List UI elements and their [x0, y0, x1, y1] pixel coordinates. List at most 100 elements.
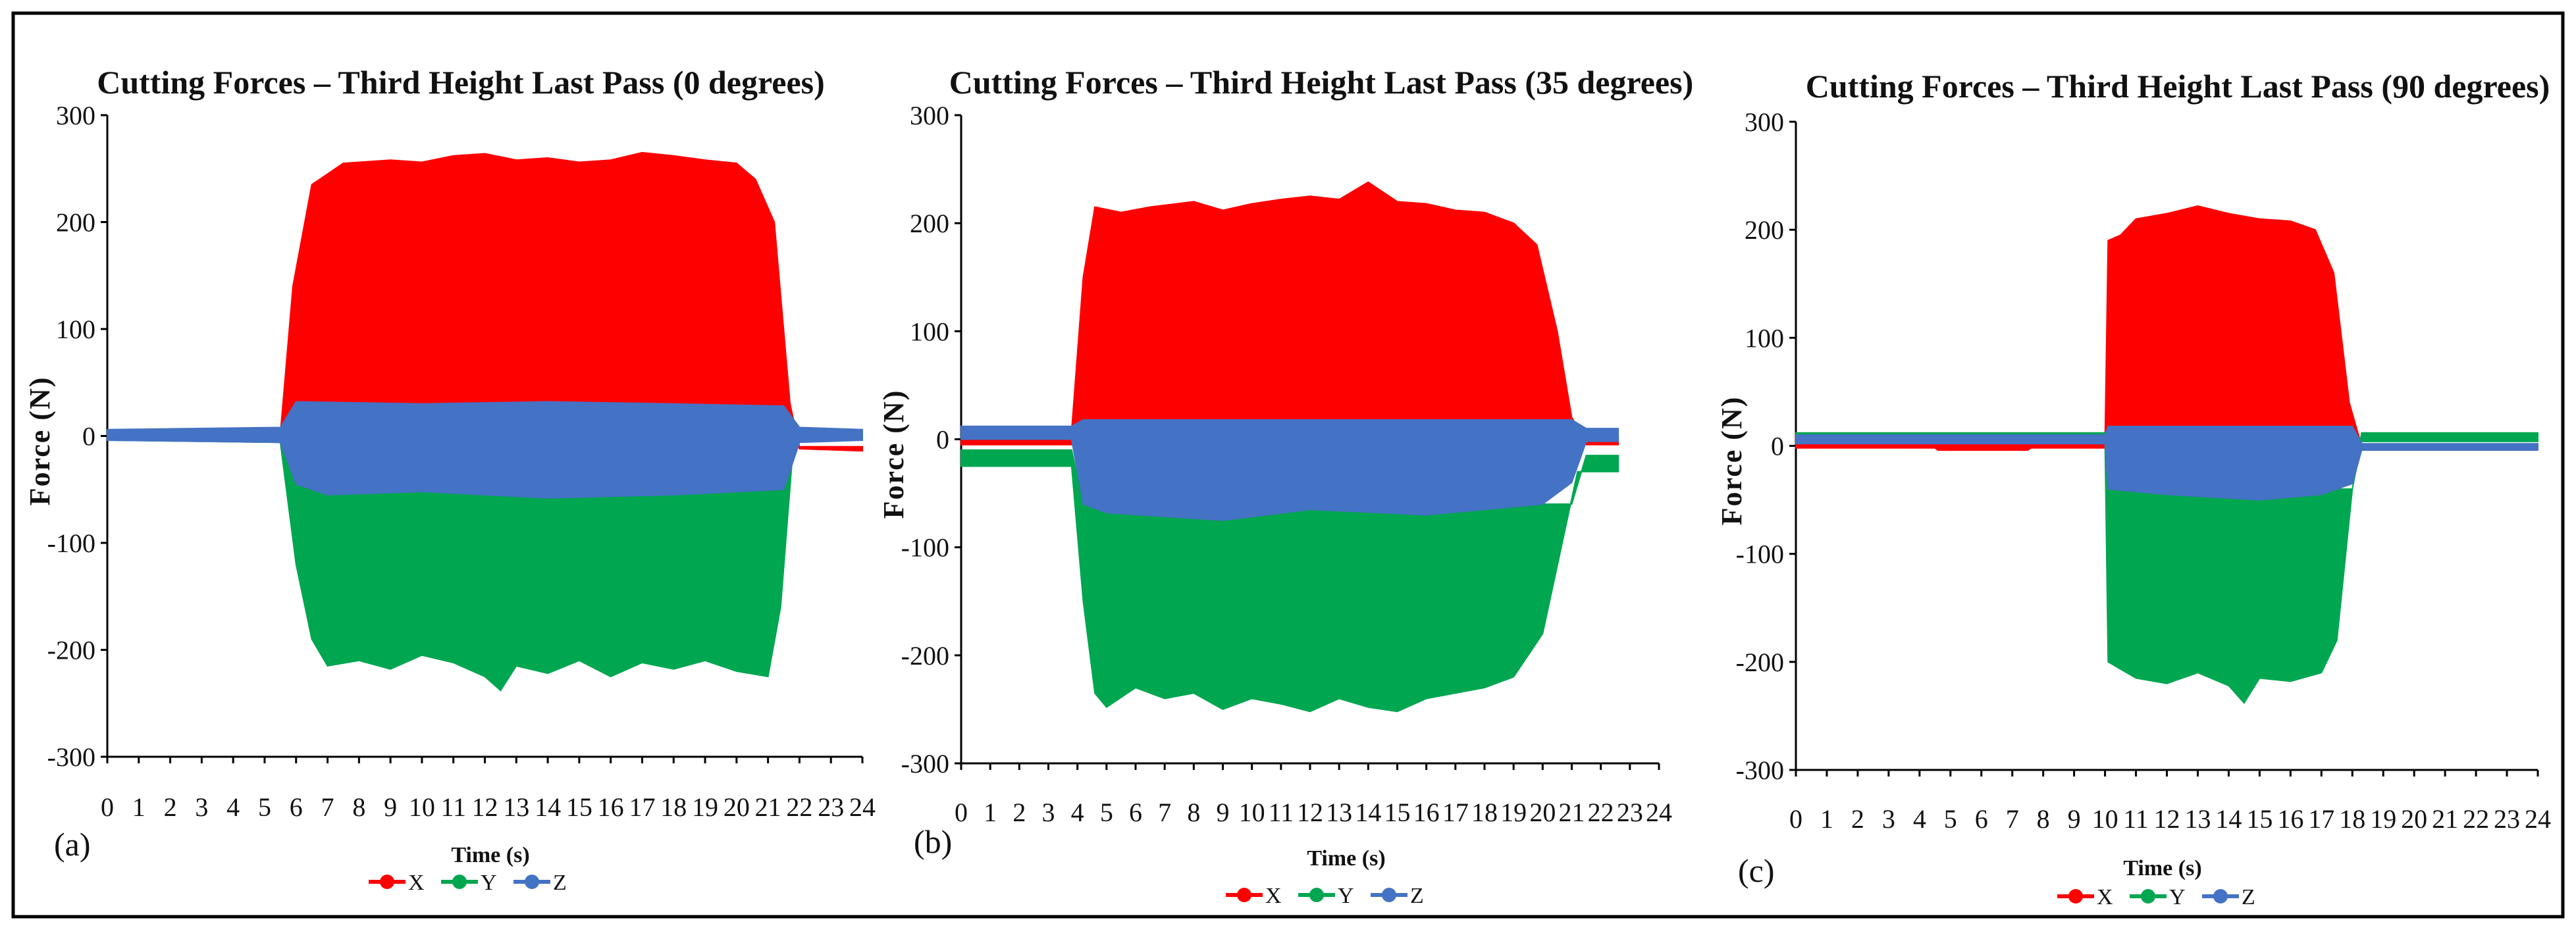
x-tick-label: 5 [1944, 804, 1957, 834]
x-tick-label: 7 [1158, 798, 1171, 827]
x-tick-label: 14 [1355, 798, 1381, 827]
x-tick-label: 14 [535, 792, 561, 822]
legend-item-x: X [2057, 885, 2113, 909]
x-tick-label: 10 [2092, 804, 2118, 834]
x-tick-label: 4 [1913, 804, 1926, 834]
x-tick-label: 12 [2154, 804, 2180, 834]
legend-item-z: Z [2202, 885, 2255, 909]
x-tick-label: 23 [2494, 804, 2520, 834]
x-tick-label: 17 [629, 792, 655, 822]
y-tick-label: 100 [56, 315, 95, 344]
series-z-band [960, 419, 1619, 521]
x-tick-label: 18 [1471, 798, 1498, 827]
x-tick-label: 23 [818, 792, 844, 822]
legend-marker-y [2141, 889, 2155, 904]
x-tick-label: 24 [2525, 804, 2551, 834]
y-tick-label: -200 [47, 636, 95, 665]
x-tick-label: 18 [660, 792, 687, 822]
x-tick-label: 19 [1500, 798, 1527, 827]
panel-c-x-axis-label: Time (s) [2123, 856, 2201, 880]
panel-c-title: Cutting Forces – Third Height Last Pass … [1806, 68, 2550, 105]
y-tick-label: 300 [910, 101, 949, 130]
legend-item-z: Z [513, 871, 567, 895]
x-tick-label: 1 [984, 798, 997, 827]
y-tick-label: 300 [56, 101, 95, 130]
legend-marker-z [1382, 888, 1396, 902]
x-tick-label: 21 [1559, 798, 1585, 827]
legend-marker-x [380, 875, 394, 889]
panel-c-legend: X Y Z [2057, 885, 2255, 909]
legend-label-z: Z [553, 871, 567, 895]
y-tick-label: 0 [82, 422, 95, 451]
x-tick-label: 20 [723, 792, 750, 822]
x-tick-label: 22 [786, 792, 812, 822]
x-tick-label: 6 [1975, 804, 1988, 834]
x-tick-label: 13 [2184, 804, 2211, 834]
x-tick-label: 15 [566, 792, 592, 822]
x-tick-label: 22 [1588, 798, 1614, 827]
legend-item-y: Y [441, 871, 497, 895]
x-tick-label: 1 [132, 792, 145, 822]
x-tick-label: 0 [955, 798, 968, 827]
panel-a-y-axis-label: Force (N) [24, 376, 56, 506]
legend-item-x: X [1226, 884, 1282, 908]
x-tick-label: 20 [1529, 798, 1556, 827]
panel-b-y-axis-label: Force (N) [878, 390, 910, 519]
x-tick-label: 17 [1442, 798, 1469, 827]
y-tick-label: -100 [1736, 540, 1784, 569]
x-tick-label: 3 [1042, 798, 1055, 827]
y-tick-label: -300 [47, 742, 95, 772]
legend-item-y: Y [2130, 885, 2186, 909]
panel-b-legend: X Y Z [1226, 884, 1424, 908]
legend-marker-x [1237, 888, 1251, 902]
y-tick-label: -300 [1736, 755, 1784, 785]
x-tick-label: 12 [1297, 798, 1323, 827]
panel-a-x-axis-label: Time (s) [451, 843, 529, 867]
y-tick-label: 0 [936, 425, 949, 455]
series-z-band [1795, 425, 2538, 501]
legend-label-z: Z [2242, 885, 2255, 909]
legend-marker-z [525, 875, 539, 889]
x-tick-label: 4 [226, 792, 240, 822]
x-tick-label: 9 [2068, 804, 2081, 834]
panel-b-x-axis-label: Time (s) [1307, 846, 1385, 871]
legend-marker-y [452, 875, 467, 889]
x-tick-label: 10 [1239, 798, 1265, 827]
x-tick-label: 24 [1646, 798, 1672, 827]
legend-label-z: Z [1410, 884, 1424, 908]
x-tick-label: 11 [1269, 798, 1294, 827]
legend-label-y: Y [1338, 884, 1354, 908]
x-tick-label: 18 [2339, 804, 2365, 834]
panel-b-label: (b) [914, 823, 952, 860]
x-tick-label: 0 [1789, 804, 1802, 834]
panel-c: Cutting Forces – Third Height Last Pass … [1716, 68, 2551, 909]
series-y-band [960, 449, 1619, 713]
x-tick-label: 9 [1217, 798, 1230, 827]
x-tick-label: 21 [755, 792, 781, 822]
x-tick-label: 15 [1384, 798, 1411, 827]
legend-label-x: X [1265, 884, 1282, 908]
x-tick-label: 11 [2123, 804, 2149, 834]
x-tick-label: 1 [1820, 804, 1833, 834]
x-tick-label: 4 [1071, 798, 1084, 827]
y-tick-label: 100 [1745, 323, 1784, 353]
x-tick-label: 2 [164, 792, 177, 822]
x-tick-label: 8 [1187, 798, 1200, 827]
x-tick-label: 12 [472, 792, 498, 822]
y-tick-label: 0 [1771, 432, 1784, 461]
x-tick-label: 6 [1129, 798, 1142, 827]
y-tick-label: 200 [1745, 215, 1784, 245]
x-tick-label: 21 [2432, 804, 2458, 834]
x-tick-label: 20 [2401, 804, 2427, 834]
x-tick-label: 13 [503, 792, 529, 822]
series-x-band [1795, 205, 2538, 451]
y-tick-label: 200 [56, 208, 95, 238]
series-z-band [107, 401, 863, 499]
legend-label-y: Y [2169, 885, 2186, 909]
legend-marker-y [1309, 888, 1324, 902]
panel-c-label: (c) [1738, 852, 1775, 889]
y-tick-label: 300 [1745, 107, 1784, 137]
x-tick-label: 16 [1413, 798, 1440, 827]
legend-marker-x [2068, 889, 2083, 904]
